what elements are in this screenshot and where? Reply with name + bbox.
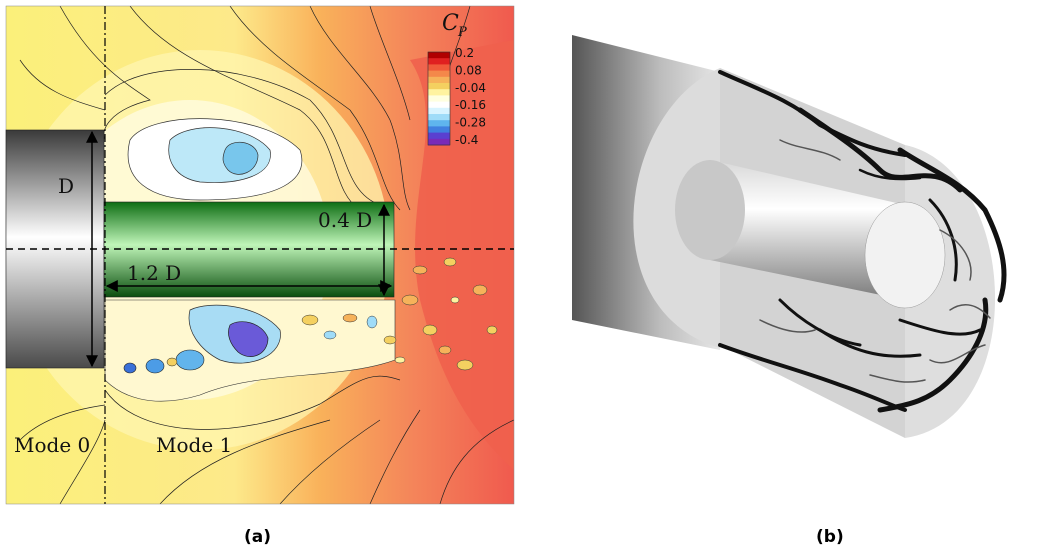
colorbar-frame (427, 51, 451, 146)
wake-speckles (301, 257, 498, 371)
colorbar-swatches (428, 52, 450, 146)
inner-cylinder-left-cap (675, 160, 745, 260)
colorbar-swatch (428, 95, 450, 103)
colorbar-swatch (428, 126, 450, 134)
caption-b: (b) (816, 527, 844, 547)
wake-high-pressure-region (410, 40, 514, 470)
lower-bubble-b (228, 321, 269, 357)
colorbar-swatch (428, 120, 450, 127)
colorbar-swatch (428, 58, 450, 65)
colorbar-swatch (428, 83, 450, 90)
mode0-label: Mode 0 (14, 433, 90, 457)
vorticity-fine-structures (759, 139, 991, 383)
vortex-blob (123, 362, 137, 374)
colorbar: C P 0.2 0.08 -0.04 -0.16 -0.28 -0.4 (427, 11, 486, 147)
small-diameter-label: 0.4 D (318, 208, 372, 232)
vortex-blob (175, 349, 205, 371)
inner-cylinder (710, 160, 905, 300)
upper-bubble-min (222, 142, 259, 175)
colorbar-swatch (428, 138, 450, 146)
colorbar-title-subscript: P (457, 25, 467, 40)
colorbar-tick-label: -0.4 (455, 133, 478, 147)
colorbar-title: C (442, 11, 459, 36)
diameter-label: D (58, 174, 74, 198)
colorbar-tick-label: -0.16 (455, 98, 486, 112)
colorbar-swatch (428, 64, 450, 72)
length-label: 1.2 D (127, 261, 181, 285)
colorbar-swatch (428, 107, 450, 115)
colorbar-swatch (428, 89, 450, 96)
colorbar-tick-labels: 0.2 0.08 -0.04 -0.16 -0.28 -0.4 (455, 46, 486, 147)
colorbar-swatch (428, 70, 450, 78)
caption-a: (a) (244, 527, 271, 547)
colorbar-tick-label: 0.08 (455, 63, 482, 77)
colorbar-swatch (428, 52, 450, 59)
colorbar-swatch (428, 132, 450, 140)
panel-b-3d-render (572, 35, 1007, 438)
vorticity-structures (718, 70, 1007, 413)
colorbar-tick-label: -0.04 (455, 81, 486, 95)
mode1-label: Mode 1 (156, 433, 232, 457)
colorbar-tick-label: 0.2 (455, 46, 474, 60)
vortex-blob (145, 358, 165, 374)
inner-cylinder-end-cap (864, 201, 946, 309)
colorbar-swatch (428, 114, 450, 121)
vortex-blob (166, 357, 178, 367)
colorbar-swatch (428, 101, 450, 109)
colorbar-swatch (428, 76, 450, 84)
colorbar-tick-label: -0.28 (455, 116, 486, 130)
